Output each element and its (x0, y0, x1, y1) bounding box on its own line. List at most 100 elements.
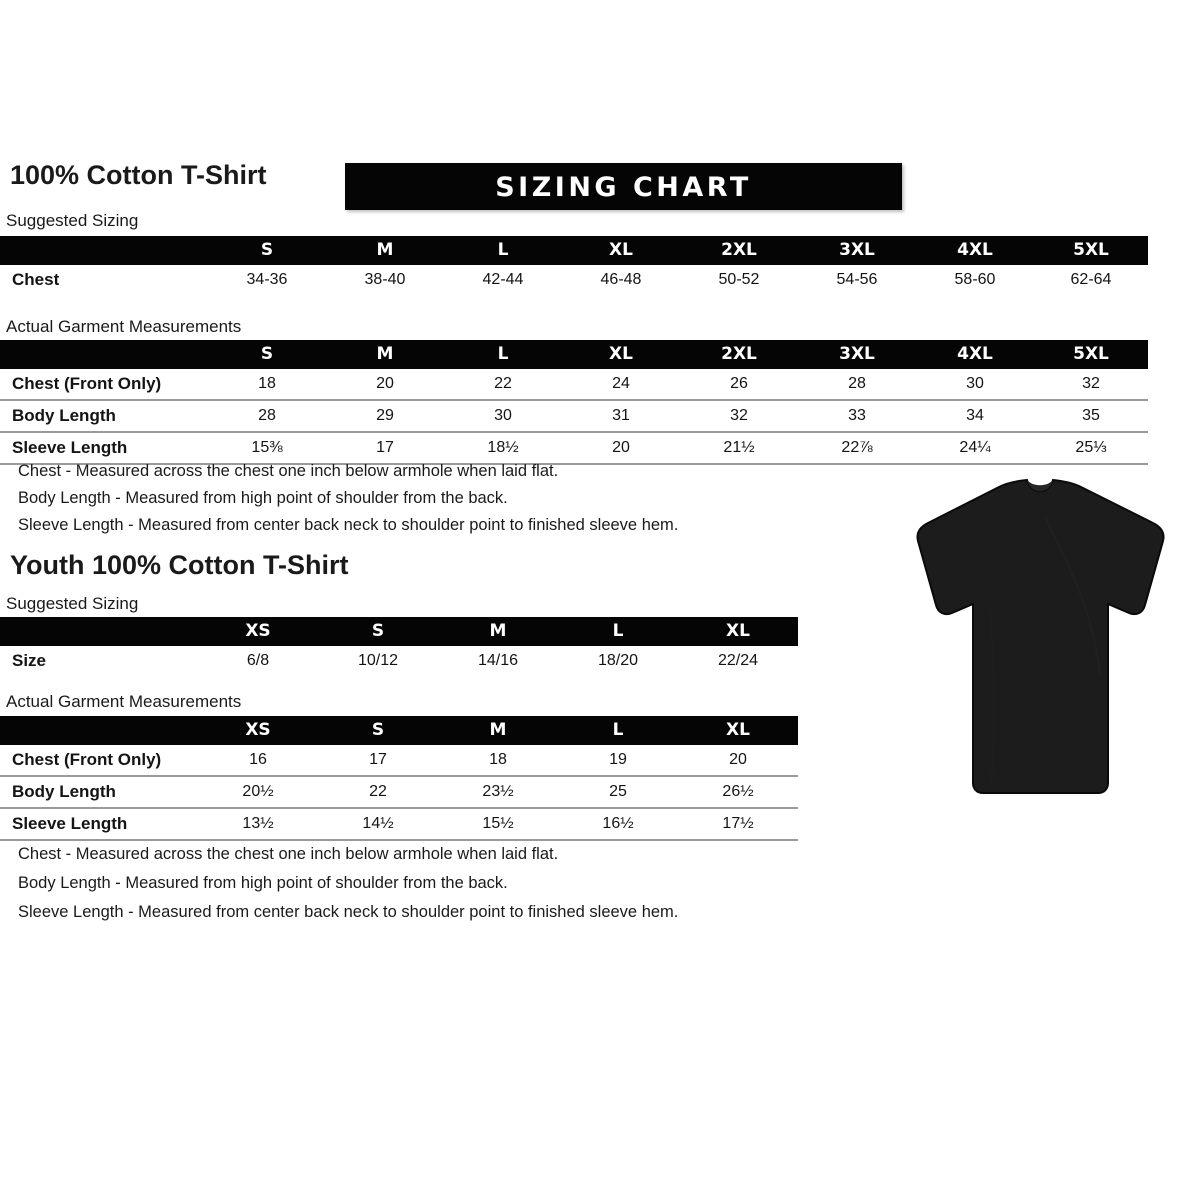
column-header: S (371, 621, 385, 641)
cell: 22 (494, 375, 512, 392)
cell: 24 (612, 375, 630, 392)
row-label: Size (12, 651, 47, 670)
cell: 22 (318, 775, 438, 808)
adult-header-row: 100% Cotton T-Shirt SIZING CHART (0, 160, 1200, 212)
table-row: Chest 34-36 38-40 42-44 46-48 50-52 54-5… (0, 265, 1148, 295)
table-row: Sleeve Length 15⅜ 17 18½ 20 21½ 22⅞ 24¼ … (0, 431, 1148, 465)
column-header: 3XL (839, 344, 875, 364)
column-header (0, 617, 198, 646)
row-label: Sleeve Length (0, 807, 198, 841)
tshirt-icon (916, 478, 1165, 794)
column-header: S (371, 720, 385, 740)
cell: 34 (916, 399, 1034, 432)
cell: 35 (1034, 399, 1148, 432)
column-header: M (489, 720, 507, 740)
cell: 19 (609, 751, 627, 768)
table-header-row: S M L XL 2XL 3XL 4XL 5XL (0, 340, 1148, 369)
cell: 17½ (678, 807, 798, 841)
adult-suggested-sizing-table: S M L XL 2XL 3XL 4XL 5XL Chest 34-36 38-… (0, 236, 1148, 295)
column-header: 5XL (1073, 240, 1109, 260)
column-header: M (489, 621, 507, 641)
column-header (0, 716, 198, 745)
cell: 29 (326, 399, 444, 432)
cell: 30 (444, 399, 562, 432)
cell: 46-48 (600, 271, 642, 288)
cell: 15⅜ (208, 431, 326, 465)
table-header-row: XS S M L XL (0, 617, 798, 646)
cell: 58-60 (954, 271, 996, 288)
adult-note-chest: Chest - Measured across the chest one in… (18, 462, 559, 480)
youth-suggested-sizing-table: XS S M L XL Size 6/8 10/12 14/16 18/20 2… (0, 617, 798, 676)
adult-garment-measurements-label: Actual Garment Measurements (6, 317, 242, 336)
cell: 54-56 (836, 271, 878, 288)
column-header: M (376, 240, 394, 260)
cell: 34-36 (246, 271, 288, 288)
table-row: Chest (Front Only) 16 17 18 19 20 (0, 745, 798, 776)
row-label: Body Length (0, 399, 208, 432)
column-header: M (376, 344, 394, 364)
column-header: 2XL (721, 240, 757, 260)
table-row: Body Length 20½ 22 23½ 25 26½ (0, 775, 798, 808)
column-header: 2XL (721, 344, 757, 364)
column-header: 4XL (957, 344, 993, 364)
table-row: Chest (Front Only) 18 20 22 24 26 28 30 … (0, 369, 1148, 400)
cell: 30 (966, 375, 984, 392)
youth-note-body-length: Body Length - Measured from high point o… (18, 874, 508, 892)
column-header: 5XL (1073, 344, 1109, 364)
adult-note-sleeve-length: Sleeve Length - Measured from center bac… (18, 516, 679, 534)
cell: 20½ (198, 775, 318, 808)
cell: 25 (558, 775, 678, 808)
cell: 50-52 (718, 271, 760, 288)
tshirt-graphic (895, 477, 1185, 807)
cell: 28 (208, 399, 326, 432)
cell: 18 (489, 751, 507, 768)
column-header: XS (245, 621, 271, 641)
adult-suggested-sizing-label: Suggested Sizing (6, 211, 139, 230)
column-header: L (612, 621, 624, 641)
cell: 13½ (198, 807, 318, 841)
column-header (0, 236, 208, 265)
cell: 32 (680, 399, 798, 432)
cell: 20 (729, 751, 747, 768)
adult-garment-measurements-table: S M L XL 2XL 3XL 4XL 5XL Chest (Front On… (0, 340, 1148, 465)
cell: 26½ (678, 775, 798, 808)
column-header: XS (245, 720, 271, 740)
cell: 17 (326, 431, 444, 465)
column-header: XL (726, 720, 750, 740)
cell: 14½ (318, 807, 438, 841)
cell: 14/16 (477, 652, 519, 669)
column-header: L (497, 344, 509, 364)
youth-garment-measurements-table: XS S M L XL Chest (Front Only) 16 17 18 … (0, 716, 798, 841)
row-label: Chest (Front Only) (12, 750, 162, 769)
cell: 16½ (558, 807, 678, 841)
column-header: XL (726, 621, 750, 641)
column-header: 3XL (839, 240, 875, 260)
cell: 20 (376, 375, 394, 392)
cell: 23½ (438, 775, 558, 808)
column-header: L (612, 720, 624, 740)
adult-product-title: 100% Cotton T-Shirt (10, 160, 267, 190)
table-header-row: S M L XL 2XL 3XL 4XL 5XL (0, 236, 1148, 265)
cell: 18 (258, 375, 276, 392)
column-header (0, 340, 208, 369)
cell: 31 (562, 399, 680, 432)
youth-product-title: Youth 100% Cotton T-Shirt (10, 550, 349, 580)
cell: 18½ (444, 431, 562, 465)
column-header: 4XL (957, 240, 993, 260)
row-label: Chest (12, 270, 60, 289)
table-header-row: XS S M L XL (0, 716, 798, 745)
row-label: Sleeve Length (0, 431, 208, 465)
youth-note-chest: Chest - Measured across the chest one in… (18, 845, 559, 863)
cell: 32 (1082, 375, 1100, 392)
cell: 26 (730, 375, 748, 392)
cell: 38-40 (364, 271, 406, 288)
cell: 24¼ (916, 431, 1034, 465)
cell: 42-44 (482, 271, 524, 288)
cell: 20 (562, 431, 680, 465)
column-header: S (260, 344, 274, 364)
column-header: XL (609, 344, 633, 364)
row-label: Chest (Front Only) (12, 374, 162, 393)
column-header: L (497, 240, 509, 260)
cell: 17 (369, 751, 387, 768)
